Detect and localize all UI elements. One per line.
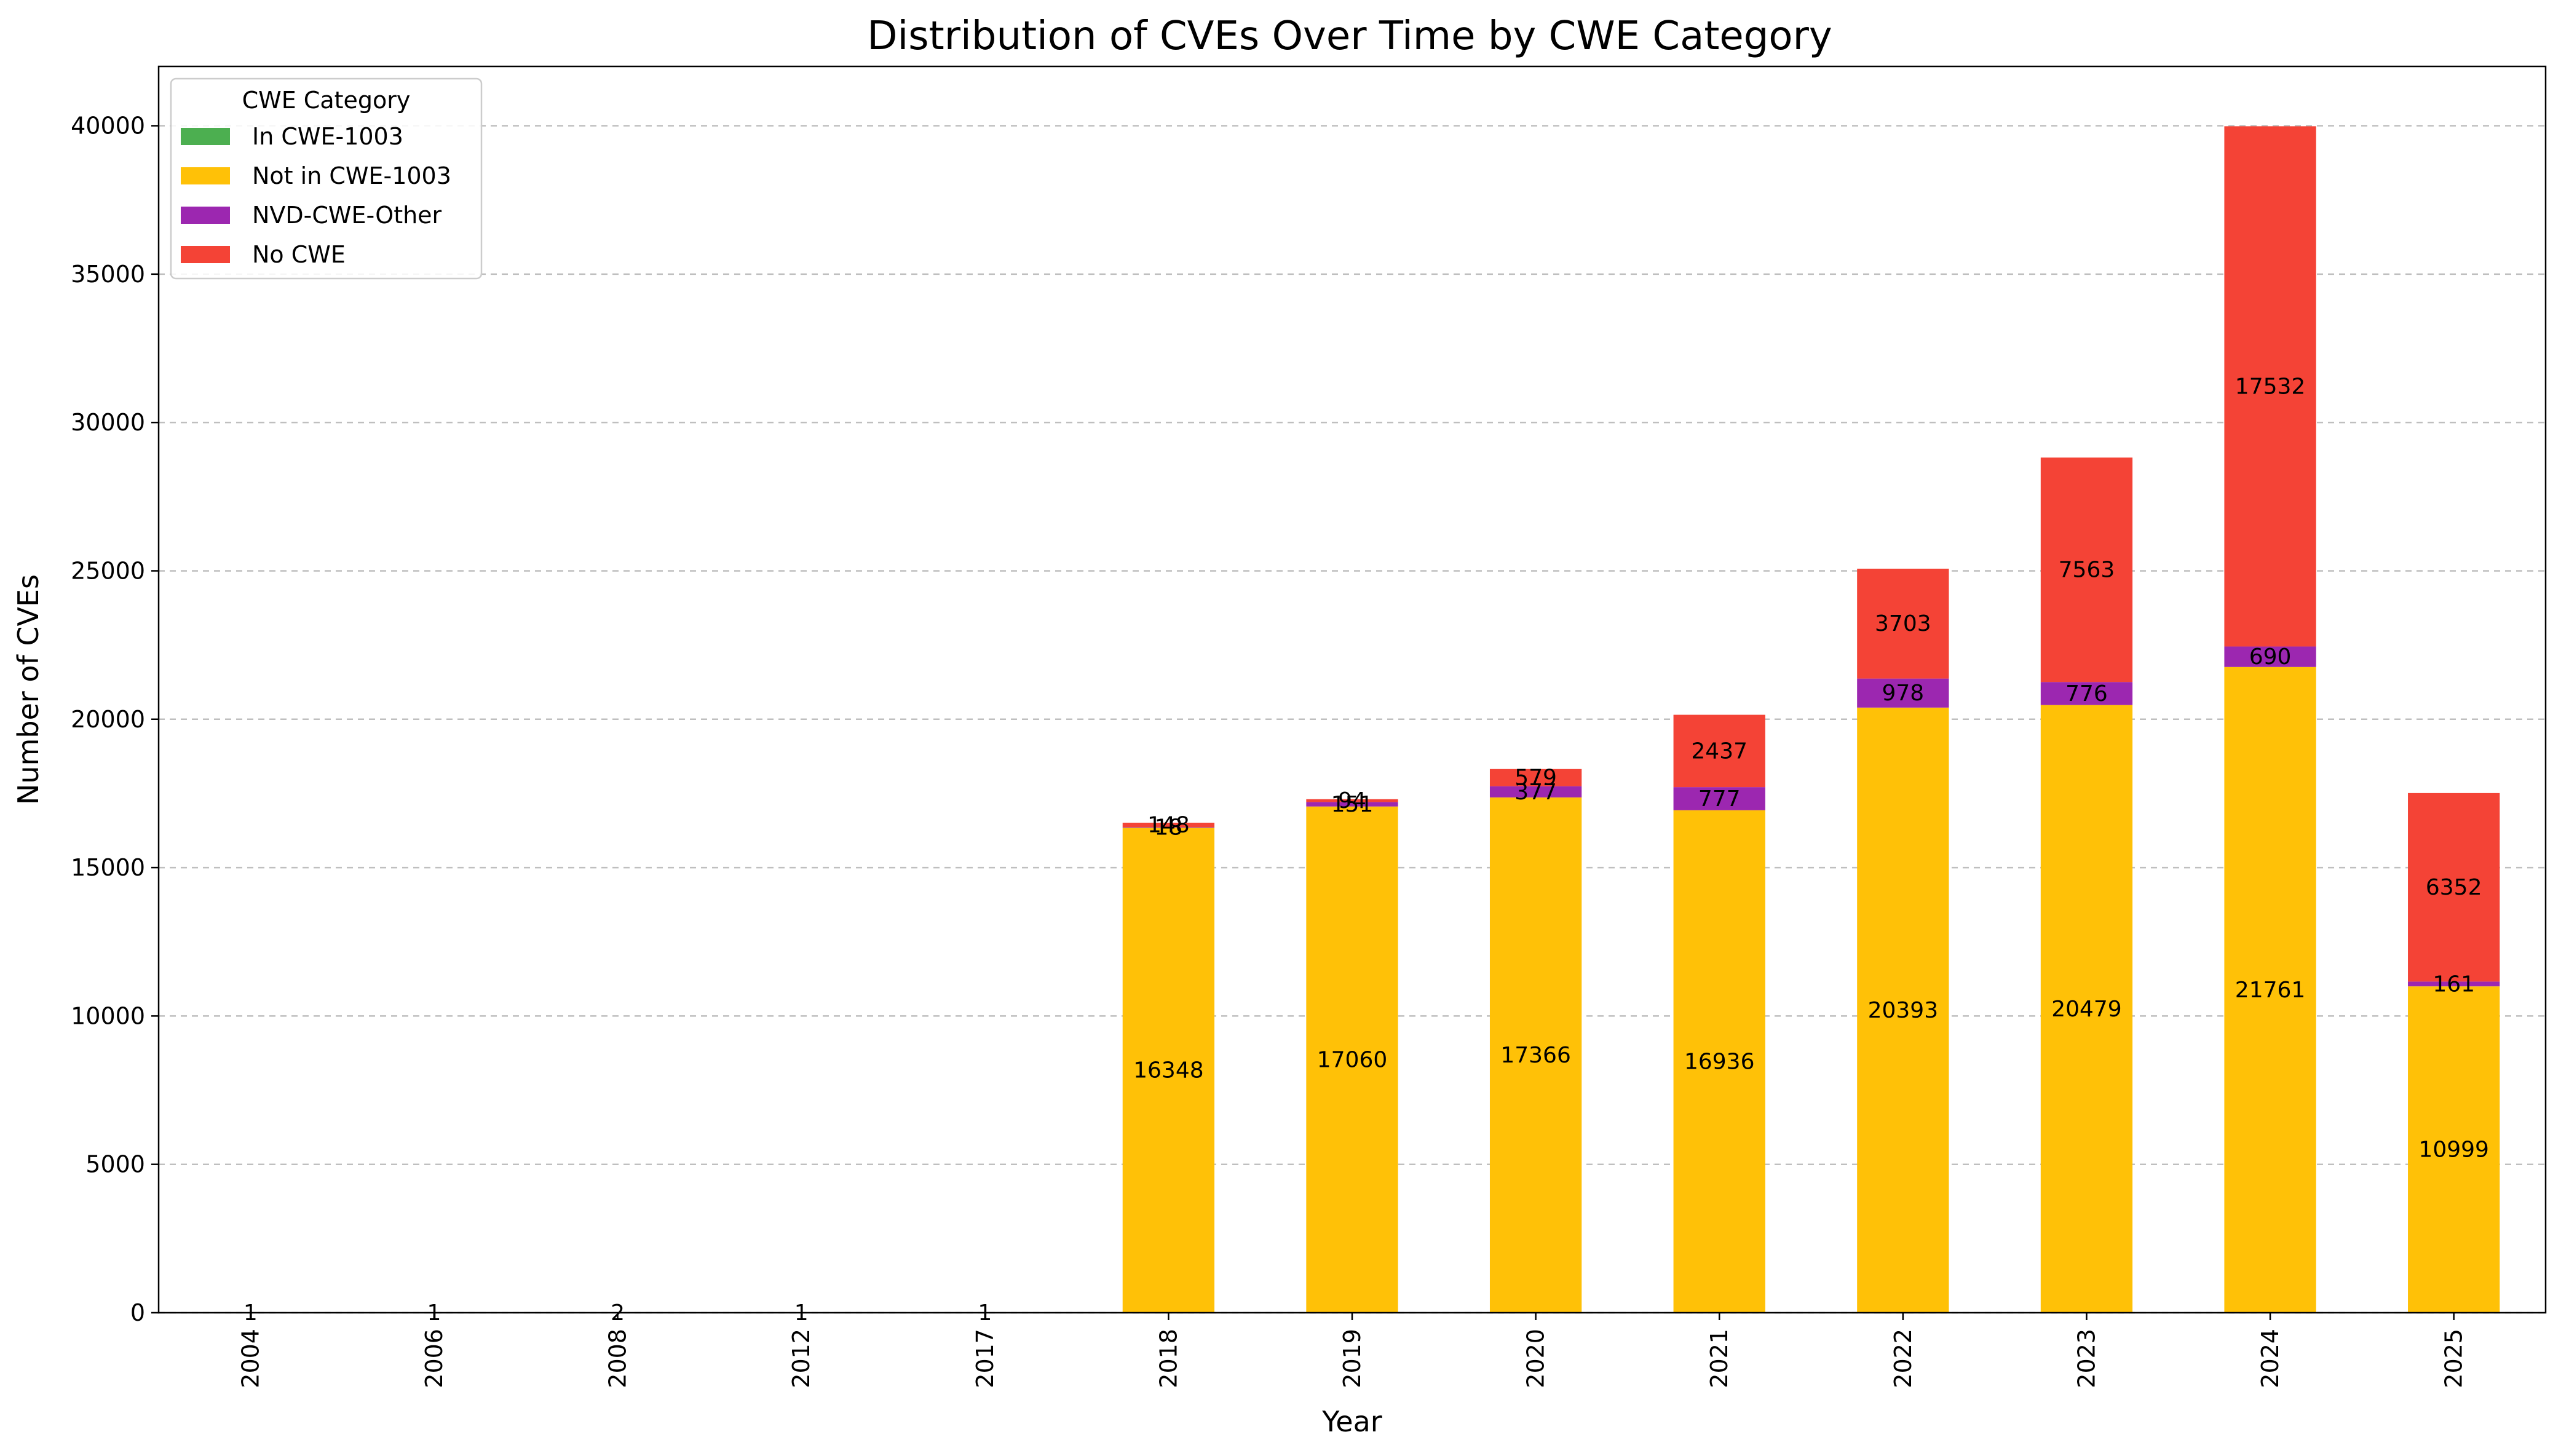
legend-label: NVD-CWE-Other (252, 202, 442, 229)
data-label: 377 (1514, 780, 1557, 805)
x-tick-label: 2025 (2440, 1329, 2468, 1388)
data-label: 20393 (1868, 998, 1939, 1023)
y-tick-label: 40000 (71, 113, 145, 140)
y-tick-label: 5000 (85, 1151, 145, 1178)
y-tick-label: 15000 (71, 854, 145, 881)
bar-segment (2040, 705, 2133, 1313)
x-tick-label: 2004 (237, 1329, 264, 1388)
bar-segment (1673, 714, 1765, 788)
legend-label: No CWE (252, 241, 346, 268)
data-label: 21761 (2235, 978, 2306, 1003)
legend-label: Not in CWE-1003 (252, 162, 451, 189)
x-tick-label: 2022 (1890, 1329, 1917, 1388)
bar-segment (1122, 823, 1215, 828)
legend-swatch (181, 167, 230, 184)
x-tick-label: 2008 (604, 1329, 631, 1388)
data-label: 18 (1154, 815, 1182, 841)
x-tick-label: 2023 (2073, 1329, 2100, 1388)
data-label: 776 (2065, 681, 2108, 706)
legend-swatch (181, 128, 230, 145)
bar-segment (2224, 646, 2316, 667)
bar-segment (1122, 828, 1215, 1313)
chart-title: Distribution of CVEs Over Time by CWE Ca… (867, 14, 1832, 59)
x-tick-label: 2017 (972, 1329, 999, 1388)
data-label: 690 (2249, 644, 2292, 670)
y-tick-label: 20000 (71, 706, 145, 733)
data-label: 16936 (1684, 1049, 1755, 1074)
x-tick-label: 2019 (1339, 1329, 1366, 1388)
data-label: 161 (2432, 971, 2475, 997)
data-label: 17366 (1500, 1043, 1571, 1068)
y-axis-title: Number of CVEs (12, 574, 45, 805)
y-tick-label: 25000 (71, 557, 145, 584)
data-labels: 1 1 2 1 116348181481706015194173663775791693… (243, 374, 2489, 1326)
x-tick-label: 2021 (1706, 1329, 1733, 1388)
bar-segment (1857, 707, 1949, 1313)
bar-segment (1673, 787, 1765, 810)
legend-swatch (181, 246, 230, 263)
bar-segment (2224, 667, 2316, 1313)
bar-segment (1857, 678, 1949, 708)
bar-segment (1122, 827, 1215, 828)
legend-label: In CWE-1003 (252, 123, 403, 150)
bar-segment (1489, 769, 1582, 786)
legend-title: CWE Category (242, 87, 411, 114)
x-tick-label: 2012 (788, 1329, 815, 1388)
data-label: 777 (1698, 786, 1741, 812)
data-label: 579 (1514, 766, 1557, 791)
data-label: 10999 (2418, 1138, 2489, 1163)
legend-box (170, 77, 483, 280)
data-label: 16348 (1133, 1058, 1204, 1083)
bar-segment (1673, 810, 1765, 1313)
y-tick-label: 30000 (71, 409, 145, 436)
bar-segment (2408, 981, 2500, 987)
bar-segment (2040, 457, 2133, 682)
axes: 0 5000 10000 15000 20000 25000 30000 35000 40000… (71, 113, 2468, 1388)
data-label: 148 (1147, 813, 1190, 838)
x-tick-label: 2020 (1522, 1329, 1550, 1388)
x-tick-label: 2018 (1155, 1329, 1182, 1388)
data-label: 20479 (2051, 997, 2122, 1022)
bar-segment (1857, 568, 1949, 679)
bar-segment (1489, 786, 1582, 797)
bar-segment (1306, 802, 1398, 807)
y-tick-label: 10000 (71, 1002, 145, 1029)
bar-segment (1306, 806, 1398, 1313)
bar-segment (2408, 986, 2500, 1313)
data-label: 2437 (1691, 738, 1748, 764)
x-axis-title: Year (1321, 1405, 1382, 1438)
bar-segment (2040, 682, 2133, 705)
data-label: 7563 (2059, 558, 2115, 583)
y-tick-label: 0 (130, 1299, 145, 1326)
bar-segment (2408, 793, 2500, 982)
legend-swatch (181, 207, 230, 224)
data-label: 94 (1338, 788, 1366, 813)
bars (204, 126, 2500, 1313)
legend: CWE Category In CWE-1003 Not in CWE-1003 N… (170, 77, 483, 280)
data-label: 17060 (1317, 1047, 1388, 1072)
y-tick-label: 35000 (71, 261, 145, 288)
legend-items: In CWE-1003 Not in CWE-1003 NVD-CWE-Other N… (181, 123, 451, 268)
data-label: 3703 (1875, 611, 1931, 636)
data-label: 17532 (2235, 374, 2306, 399)
bar-segment (2224, 126, 2316, 647)
x-tick-label: 2006 (421, 1329, 448, 1388)
x-tick-label: 2024 (2257, 1329, 2284, 1388)
data-label: 151 (1331, 792, 1374, 817)
data-label: 6352 (2426, 875, 2482, 900)
data-label: 978 (1882, 681, 1924, 706)
bar-segment (1489, 797, 1582, 1313)
bar-segment (1306, 799, 1398, 802)
